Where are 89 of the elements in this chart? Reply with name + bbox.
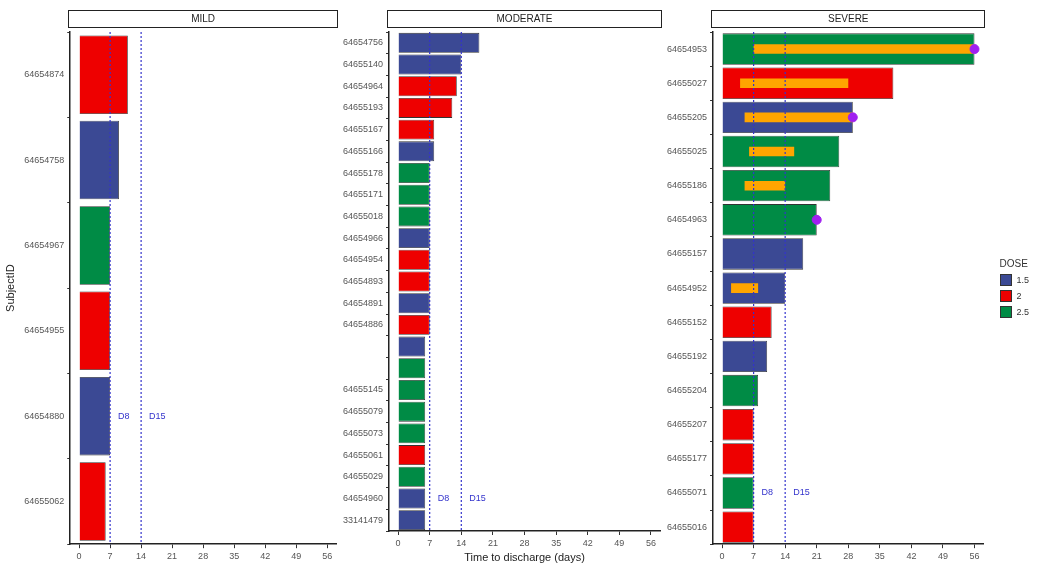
y-tick-label: 64654955 xyxy=(24,325,65,336)
y-tick-label: 64655152 xyxy=(667,316,708,327)
y-tick-label: 64655171 xyxy=(343,189,384,200)
y-tick-label: 64654756 xyxy=(343,37,384,48)
ref-line-label: D8 xyxy=(761,487,774,498)
y-tick-label: 64655027 xyxy=(667,77,708,88)
y-tick-label: 64654954 xyxy=(343,254,384,265)
y-tick-label: 64654966 xyxy=(343,232,384,243)
x-tick-label: 28 xyxy=(198,551,209,562)
y-tick-label: 64655177 xyxy=(667,453,708,464)
x-tick-label: 21 xyxy=(811,551,822,562)
legend-title: DOSE xyxy=(999,258,1029,270)
y-tick-label: 33141479 xyxy=(343,514,384,525)
y-tick-label: 64655025 xyxy=(667,146,708,156)
bar xyxy=(749,146,795,157)
ref-line-label: D15 xyxy=(149,410,166,421)
y-tick-label: 64654886 xyxy=(343,319,384,330)
y-tick-label: 64654893 xyxy=(343,275,384,286)
y-tick-label: 64654952 xyxy=(667,282,708,293)
bar xyxy=(731,283,759,293)
x-tick-label: 0 xyxy=(719,551,725,562)
legend-label: 2.5 xyxy=(1016,307,1030,318)
bar xyxy=(740,78,849,88)
y-tick-label: 64655205 xyxy=(667,111,708,122)
y-tick-label: 64655079 xyxy=(343,406,384,417)
y-tick-label: 64655167 xyxy=(343,124,384,135)
x-tick-label: 42 xyxy=(906,551,917,562)
x-tick-label: 35 xyxy=(874,551,885,562)
x-tick-label: 42 xyxy=(260,551,271,562)
x-tick-label: 49 xyxy=(614,537,625,548)
x-tick-label: 28 xyxy=(843,551,854,562)
ref-line-label: D15 xyxy=(469,492,486,503)
y-tick-label: 64655061 xyxy=(343,449,384,460)
y-tick-label: 64655140 xyxy=(343,59,384,70)
y-axis-title: SubjectID xyxy=(3,264,16,312)
chart-title: SEVERE xyxy=(711,10,986,28)
x-tick-label: 35 xyxy=(551,537,562,548)
x-tick-label: 21 xyxy=(167,551,178,562)
y-tick-label: 64654953 xyxy=(667,43,708,54)
x-tick-label: 7 xyxy=(107,551,113,562)
x-tick-label: 0 xyxy=(76,551,82,562)
x-tick-label: 56 xyxy=(969,551,980,562)
legend-label: 1.5 xyxy=(1016,275,1030,286)
y-tick-label: 64654880 xyxy=(24,410,65,421)
y-tick-label: 64654891 xyxy=(343,297,384,308)
y-tick-label: 64655178 xyxy=(343,167,384,178)
y-tick-label: 64655018 xyxy=(343,210,384,221)
y-tick-label: 64655145 xyxy=(343,384,384,395)
y-tick-label: 64654967 xyxy=(24,239,65,250)
x-tick-label: 42 xyxy=(582,537,593,548)
x-tick-label: 14 xyxy=(780,551,791,562)
x-tick-label: 21 xyxy=(487,537,498,548)
y-tick-label: 64655192 xyxy=(667,350,708,361)
y-tick-label: 64654874 xyxy=(24,69,65,80)
bar xyxy=(744,180,786,191)
x-tick-label: 56 xyxy=(322,551,333,562)
x-tick-label: 56 xyxy=(645,537,656,548)
y-tick-label: 64654963 xyxy=(667,214,708,225)
y-tick-label: 64655016 xyxy=(667,521,708,532)
legend-label: 2 xyxy=(1016,291,1022,302)
y-tick-label: 64654960 xyxy=(343,492,384,503)
y-tick-label: 64655071 xyxy=(667,487,708,498)
y-tick-label: 64654964 xyxy=(343,80,384,91)
chart-title: MILD xyxy=(68,10,338,28)
x-tick-label: 7 xyxy=(751,551,757,562)
y-tick-label: 64655157 xyxy=(667,248,708,259)
bar xyxy=(753,44,975,54)
y-tick-label: 64655073 xyxy=(343,427,384,438)
ref-line-label: D8 xyxy=(437,492,450,503)
ref-line-label: D15 xyxy=(793,487,810,498)
y-tick-label: 64655186 xyxy=(667,180,708,191)
y-tick-label: 64655062 xyxy=(24,496,65,506)
y-tick-label: 64655193 xyxy=(343,102,384,113)
x-tick-label: 49 xyxy=(937,551,948,562)
x-tick-label: 28 xyxy=(519,537,530,548)
y-tick-label: 64655204 xyxy=(667,385,708,396)
y-tick-label: 64654758 xyxy=(24,154,65,165)
y-tick-label: 64655207 xyxy=(667,419,708,430)
x-tick-label: 7 xyxy=(427,537,433,548)
x-tick-label: 0 xyxy=(395,537,401,548)
y-tick-label: 64655029 xyxy=(343,471,384,482)
x-tick-label: 14 xyxy=(136,551,147,562)
y-tick-label: 64655166 xyxy=(343,145,384,156)
x-tick-label: 49 xyxy=(291,551,302,562)
x-axis-title: Time to discharge (days) xyxy=(464,551,585,564)
x-tick-label: 35 xyxy=(229,551,240,562)
chart-title: MODERATE xyxy=(387,10,662,28)
x-tick-label: 14 xyxy=(456,537,467,548)
ref-line-label: D8 xyxy=(118,410,130,421)
